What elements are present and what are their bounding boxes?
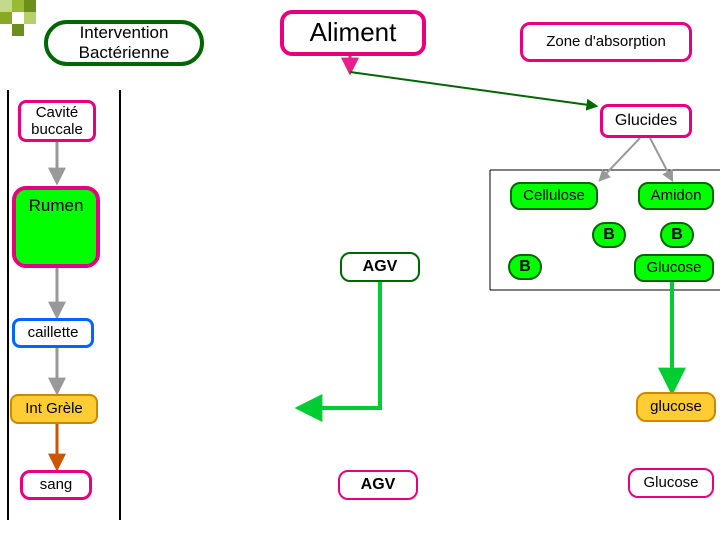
cavite-node: Cavité buccale [18, 100, 96, 142]
aliment-node: Aliment [280, 10, 426, 56]
b3-node: B [508, 254, 542, 280]
glucose_sang-node: Glucose [628, 468, 714, 498]
agv1-node: AGV [340, 252, 420, 282]
b1-node: B [592, 222, 626, 248]
corner-square [0, 12, 12, 24]
amidon-node: Amidon [638, 182, 714, 210]
corner-square [12, 24, 24, 36]
intgrele-node: Int Grèle [10, 394, 98, 424]
caillette-node: caillette [12, 318, 94, 348]
b2-node: B [660, 222, 694, 248]
corner-square [24, 0, 36, 12]
flow-arrow [350, 72, 596, 106]
glucose_rumen-node: Glucose [634, 254, 714, 282]
agv2-node: AGV [338, 470, 418, 500]
sang-node: sang [20, 470, 92, 500]
flow-arrow [300, 282, 380, 408]
rumen-node: Rumen [12, 186, 100, 268]
flow-arrow [650, 138, 672, 180]
glucose_int-node: glucose [636, 392, 716, 422]
corner-square [24, 12, 36, 24]
intervention-node: Intervention Bactérienne [44, 20, 204, 66]
cellulose-node: Cellulose [510, 182, 598, 210]
glucides-node: Glucides [600, 104, 692, 138]
zone-node: Zone d'absorption [520, 22, 692, 62]
corner-square [0, 0, 12, 12]
flow-arrow [600, 138, 640, 180]
corner-square [12, 0, 24, 12]
